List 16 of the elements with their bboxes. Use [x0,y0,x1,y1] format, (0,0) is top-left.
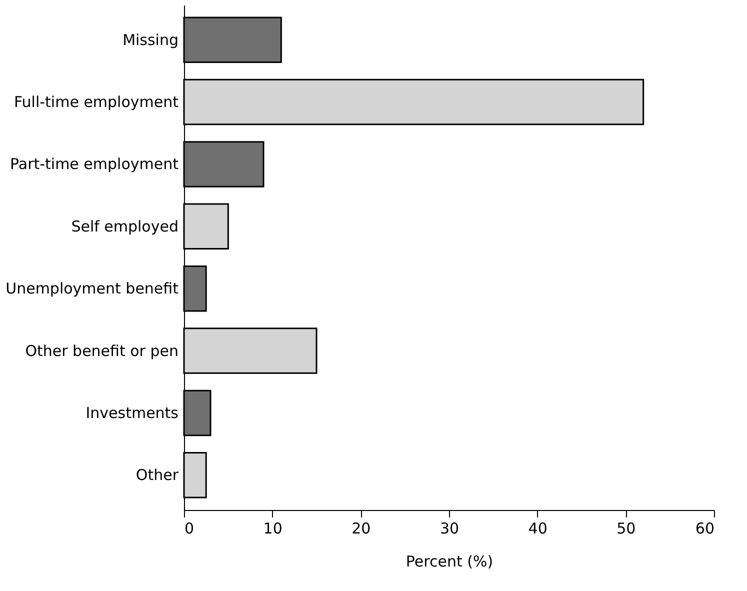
y-tick-label: Full-time employment [14,93,179,112]
x-tick-label: 20 [352,520,371,538]
y-tick-label: Other [136,466,180,484]
x-tick-label: 30 [440,520,460,538]
y-tick-label: Part-time employment [10,155,179,174]
x-tick-label: 0 [184,520,194,538]
y-tick-label: Other benefit or pen [25,342,178,360]
y-tick-label: Self employed [71,217,178,236]
y-tick-label: Missing [122,30,178,49]
x-axis-title: Percent (%) [406,552,494,570]
x-tick-label: 40 [528,520,548,538]
y-tick-label: Unemployment benefit [6,280,179,298]
x-tick-label: 60 [695,520,714,538]
x-tick-label: 50 [616,520,636,538]
x-tick-label: 10 [263,520,282,538]
y-tick-label: Investments [86,404,179,422]
